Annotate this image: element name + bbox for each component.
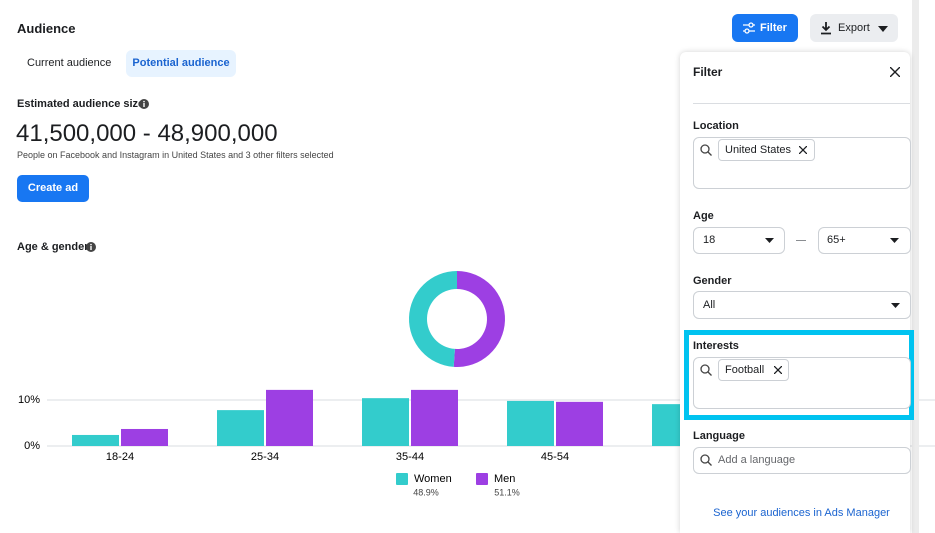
y-tick-label: 10% xyxy=(18,394,40,406)
scrollbar xyxy=(912,0,919,533)
section-title: Age & gender xyxy=(17,241,89,253)
field-label: Language xyxy=(693,430,745,442)
highlight-box xyxy=(684,330,914,420)
search-icon xyxy=(700,454,712,466)
search-icon xyxy=(700,364,712,376)
location-tag[interactable]: United States xyxy=(718,139,815,161)
info-icon xyxy=(86,242,96,252)
interest-tag[interactable]: Football xyxy=(718,359,789,381)
language-input[interactable] xyxy=(693,447,911,474)
caret xyxy=(878,26,888,32)
caret xyxy=(891,303,900,308)
location-input[interactable] xyxy=(693,137,911,189)
tag-text: Football xyxy=(725,364,765,376)
select-value: All xyxy=(703,299,716,311)
search-icon xyxy=(700,144,712,156)
ads-manager-link[interactable]: See your audiences in Ads Manager xyxy=(713,507,890,519)
estimate-note: People on Facebook and Instagram in Unit… xyxy=(17,150,334,160)
panel-title: Filter xyxy=(693,65,723,79)
create-ad-button[interactable]: Create ad xyxy=(17,175,89,202)
gender-select[interactable] xyxy=(693,291,911,319)
close-icon[interactable] xyxy=(890,67,900,77)
export-label: Export xyxy=(838,22,870,34)
filter-icon xyxy=(743,22,755,34)
caret xyxy=(765,238,774,243)
tab-active[interactable]: Potential audience xyxy=(126,50,236,77)
tab[interactable]: Current audience xyxy=(27,57,112,69)
export-button[interactable]: Export xyxy=(810,14,898,42)
bar xyxy=(507,400,554,446)
select-value: 65+ xyxy=(827,234,846,246)
filter-button[interactable]: Filter xyxy=(732,14,798,42)
bar xyxy=(217,410,264,446)
x-tick-label: 45-54 xyxy=(541,451,569,463)
bar xyxy=(266,389,313,446)
field-label: Gender xyxy=(693,275,732,287)
legend-label: Men xyxy=(494,473,515,485)
legend-swatch xyxy=(476,473,488,485)
field-label: Location xyxy=(693,120,739,132)
donut-slice xyxy=(409,271,457,367)
x-tick-label: 25-34 xyxy=(251,451,279,463)
legend-swatch xyxy=(396,473,408,485)
legend-percent: 48.9% xyxy=(413,487,439,497)
page-title: Audience xyxy=(17,21,76,36)
dash xyxy=(796,240,806,241)
remove-icon[interactable] xyxy=(799,146,807,154)
x-tick-label: 18-24 xyxy=(106,451,134,463)
estimate-label: Estimated audience size xyxy=(17,98,145,110)
y-tick-label: 0% xyxy=(24,440,40,452)
bar xyxy=(556,401,603,446)
x-tick-label: 35-44 xyxy=(396,451,424,463)
donut-slice xyxy=(453,271,506,368)
download-icon xyxy=(821,22,831,35)
estimate-value: 41,500,000 - 48,900,000 xyxy=(16,120,278,147)
field-label: Interests xyxy=(693,340,739,352)
field-label: Age xyxy=(693,210,714,222)
bar xyxy=(411,389,458,446)
bar xyxy=(72,434,119,446)
select-value: 18 xyxy=(703,234,716,246)
placeholder: Add a language xyxy=(718,454,796,466)
info-icon xyxy=(139,99,149,109)
caret xyxy=(890,238,899,243)
bar xyxy=(121,428,168,446)
filter-label: Filter xyxy=(760,22,787,34)
legend-percent: 51.1% xyxy=(494,487,520,497)
interests-input[interactable] xyxy=(693,357,911,409)
remove-icon[interactable] xyxy=(774,366,782,374)
divider xyxy=(693,103,910,104)
bar xyxy=(362,398,409,446)
legend-label: Women xyxy=(414,473,452,485)
tag-text: United States xyxy=(725,144,792,156)
